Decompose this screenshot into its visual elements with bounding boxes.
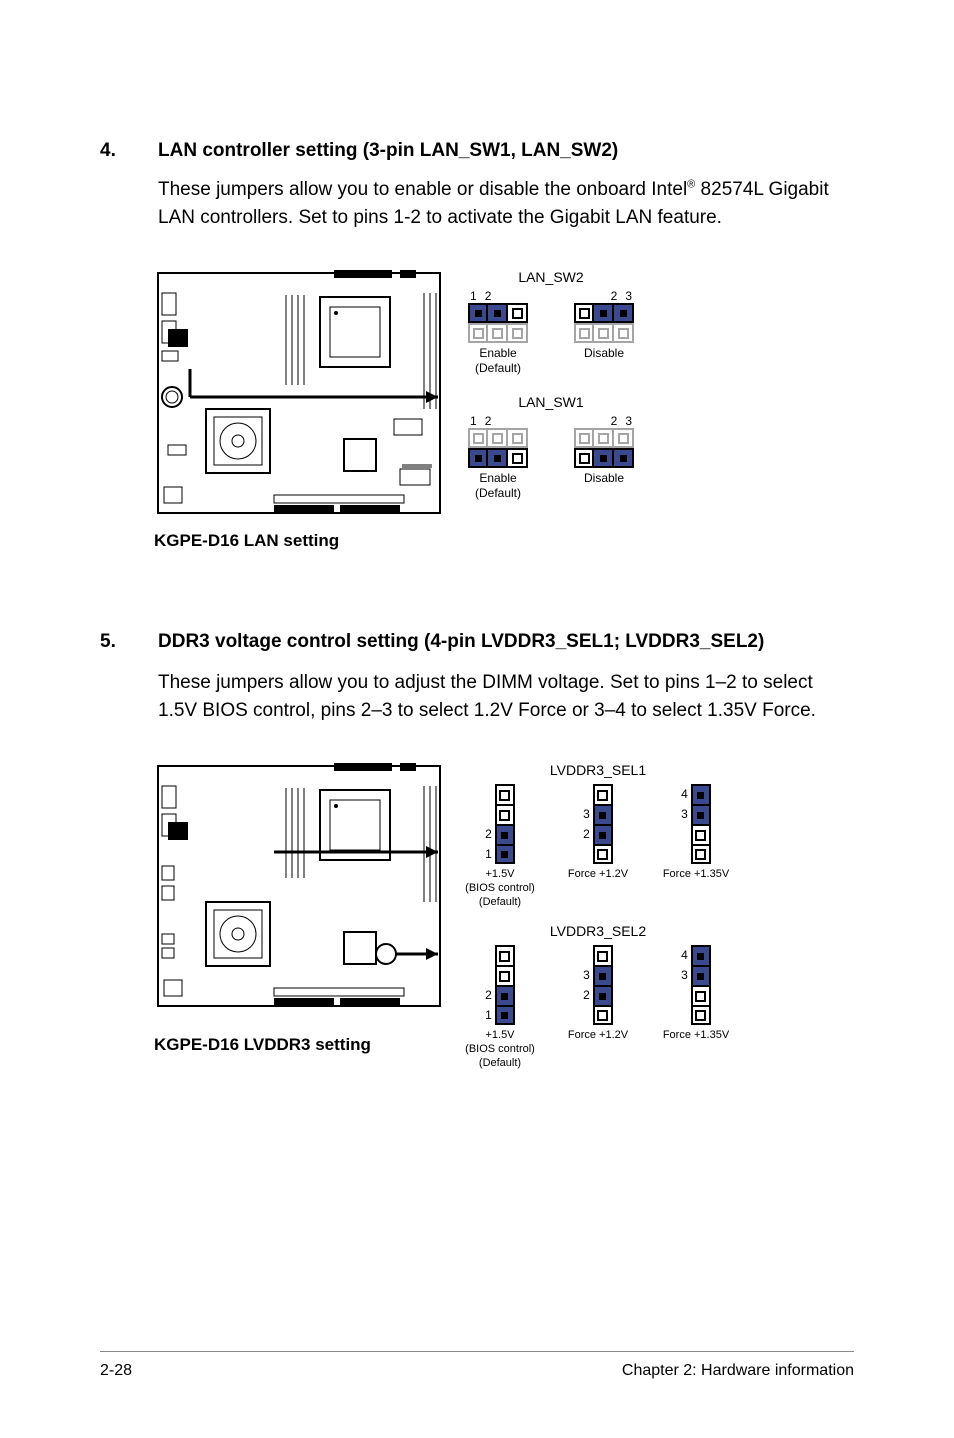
pin-num-3d: 3 [625, 414, 632, 428]
section-4-title: LAN controller setting (3-pin LAN_SW1, L… [158, 140, 618, 162]
lvddr3-sel1-label: LVDDR3_SEL1 [448, 762, 748, 778]
vpin-2b: 2 [583, 824, 590, 844]
default-label-2: (Default) [475, 486, 521, 500]
lvddr3-sel1-1p2v: 23 Force +1.2V [560, 784, 636, 909]
lvddr3-sel2-1p5v: 12 +1.5V (BIOS control) (Default) [462, 945, 538, 1070]
disable-label: Disable [584, 346, 624, 360]
motherboard-diagram-lan [154, 269, 444, 529]
lvddr3-sel1-1p35v: 34 Force +1.35V [658, 784, 734, 909]
lan-sw1-disable: 23 Disable [574, 414, 634, 501]
disable-label-2: Disable [584, 471, 624, 485]
state-1p2v-2: Force +1.2V [560, 1029, 636, 1043]
vpin-3c: 3 [681, 804, 688, 824]
vpin-1: 1 [485, 844, 492, 864]
vpin-3b: 3 [583, 804, 590, 824]
pin-num-1: 1 [470, 289, 477, 303]
figure-lvddr3-setting: LVDDR3_SEL1 12 +1.5V(BIOS control)(Defau… [154, 762, 854, 1055]
motherboard-diagram-lvddr3 [154, 762, 444, 1022]
lan-sw1-label: LAN_SW1 [468, 394, 634, 410]
pin-num-3: 3 [625, 289, 632, 303]
vpin-3e: 3 [583, 965, 590, 985]
state-default-2: (Default) [479, 1057, 521, 1069]
vpin-3f: 3 [681, 965, 688, 985]
state-1p5v: +1.5V [485, 868, 514, 880]
state-1p35v-2: Force +1.35V [658, 1029, 734, 1043]
lvddr3-sel2-1p2v: 23 Force +1.2V [560, 945, 636, 1070]
vpin-4c: 4 [681, 784, 688, 804]
pin-num-2d: 2 [611, 414, 618, 428]
state-1p5v-2: +1.5V [485, 1029, 514, 1041]
lan-sw2-enable: 12 Enable(Default) [468, 289, 528, 376]
vpin-2d: 2 [485, 985, 492, 1005]
state-1p35v: Force +1.35V [658, 868, 734, 882]
default-label: (Default) [475, 361, 521, 375]
pin-num-2c: 2 [485, 414, 492, 428]
page-footer: 2-28 Chapter 2: Hardware information [100, 1351, 854, 1380]
enable-label: Enable [479, 346, 516, 360]
lvddr3-sel2-label: LVDDR3_SEL2 [448, 923, 748, 939]
chapter-label: Chapter 2: Hardware information [622, 1362, 854, 1380]
lvddr3-sel1-1p5v: 12 +1.5V (BIOS control) (Default) [462, 784, 538, 909]
lvddr3-sel2-1p35v: 34 Force +1.35V [658, 945, 734, 1070]
section-5-number: 5. [100, 631, 158, 653]
section-4-number: 4. [100, 140, 158, 162]
figure-lan-setting: LAN_SW2 12 Enable(Default) 23 Disable LA… [154, 269, 854, 551]
section-5-body: These jumpers allow you to adjust the DI… [158, 669, 854, 724]
vpin-1d: 1 [485, 1005, 492, 1025]
pin-num-2b: 2 [611, 289, 618, 303]
section-5-heading: 5. DDR3 voltage control setting (4-pin L… [100, 631, 854, 653]
section-4-heading: 4. LAN controller setting (3-pin LAN_SW1… [100, 140, 854, 162]
lan-sw2-disable: 23 Disable [574, 289, 634, 376]
lan-jumper-diagram: LAN_SW2 12 Enable(Default) 23 Disable LA… [468, 269, 634, 511]
state-1p2v: Force +1.2V [560, 868, 636, 882]
enable-label-2: Enable [479, 471, 516, 485]
lan-sw1-enable: 12 Enable(Default) [468, 414, 528, 501]
lvddr3-jumper-diagram: LVDDR3_SEL1 12 +1.5V(BIOS control)(Defau… [448, 762, 748, 1071]
section-4-body: These jumpers allow you to enable or dis… [158, 176, 854, 231]
page-number: 2-28 [100, 1362, 132, 1380]
pin-num-2: 2 [485, 289, 492, 303]
vpin-4f: 4 [681, 945, 688, 965]
state-bios-2: (BIOS control) [465, 1043, 535, 1055]
section-5-title: DDR3 voltage control setting (4-pin LVDD… [158, 631, 764, 653]
lan-sw2-label: LAN_SW2 [468, 269, 634, 285]
pin-num-1c: 1 [470, 414, 477, 428]
section-4-body-a: These jumpers allow you to enable or dis… [158, 179, 687, 200]
vpin-2: 2 [485, 824, 492, 844]
figure-lan-caption: KGPE-D16 LAN setting [154, 531, 854, 551]
vpin-2e: 2 [583, 985, 590, 1005]
state-default: (Default) [479, 896, 521, 908]
state-bios: (BIOS control) [465, 882, 535, 894]
